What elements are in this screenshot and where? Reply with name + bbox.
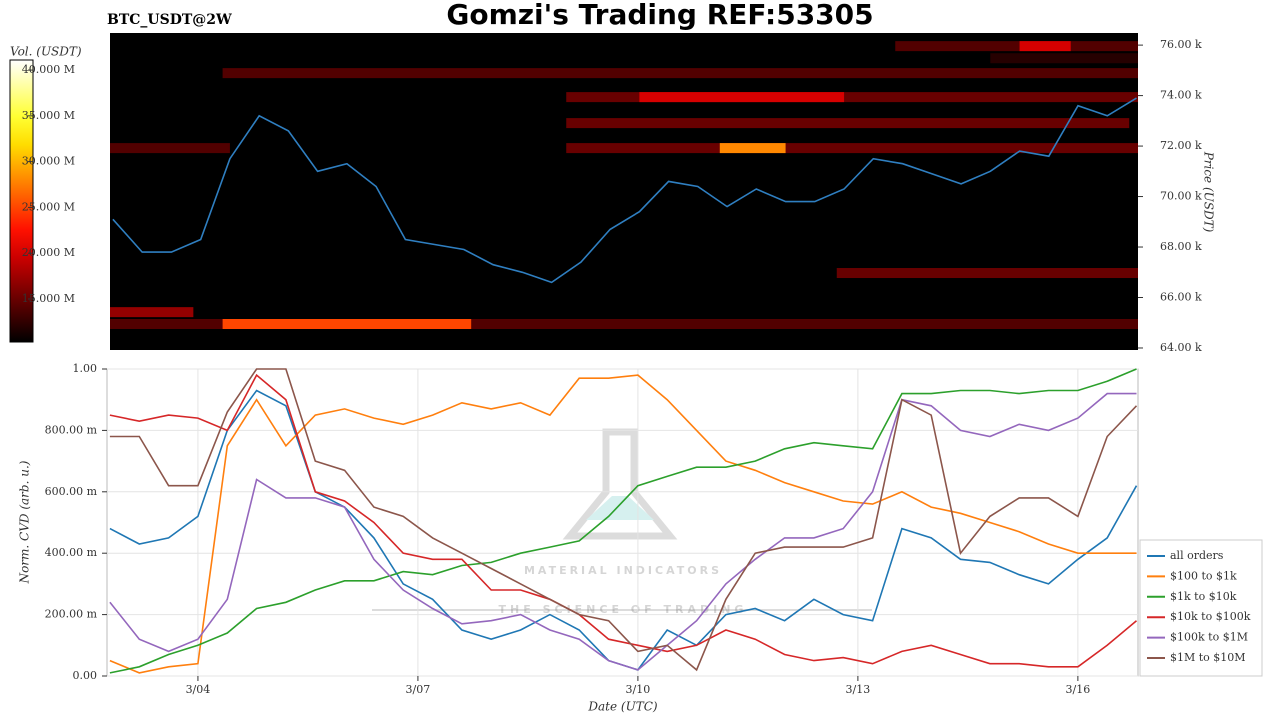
liquidity-band (222, 68, 1139, 79)
y-axis-label: Price (USDT) (1202, 151, 1216, 233)
liquidity-band (110, 143, 230, 154)
symbol-label: BTC_USDT@2W (107, 12, 232, 28)
colorbar (9, 59, 34, 343)
cvd-line (109, 374, 1137, 674)
y-tick-label: 1.00 (73, 362, 98, 375)
y-tick-label: 70.00 k (1160, 190, 1202, 203)
legend-box (1139, 539, 1263, 677)
y-tick-label: 74.00 k (1160, 89, 1202, 102)
x-axis-label: Date (UTC) (587, 700, 657, 714)
cvd-line (109, 373, 1138, 668)
liquidity-band (1019, 41, 1071, 52)
chart-title: Gomzi's Trading REF:53305 (446, 0, 873, 31)
y-tick-label: 72.00 k (1160, 139, 1202, 152)
liquidity-band (566, 92, 1138, 103)
y-tick-label: 600.00 m (45, 485, 98, 498)
colorbar-tick-label: 40.000 M (22, 63, 75, 76)
x-tick-label: 3/07 (406, 683, 431, 696)
y-tick-label: 800.00 m (45, 423, 98, 436)
legend-label: all orders (1170, 549, 1224, 562)
y-tick-label: 0.00 (73, 669, 98, 682)
x-tick-label: 3/10 (626, 683, 651, 696)
y-tick-label: 76.00 k (1160, 38, 1202, 51)
colorbar-label: Vol. (USDT) (10, 45, 82, 59)
y-tick-label: 66.00 k (1160, 291, 1202, 304)
y-axis-label: Norm. CVD (arb. u.) (18, 460, 32, 584)
watermark-subtitle: THE SCIENCE OF TRADING (499, 603, 748, 616)
cvd-plot-area (106, 368, 1139, 677)
colorbar-tick-label: 35.000 M (22, 109, 75, 122)
x-tick-label: 3/04 (186, 683, 211, 696)
y-tick-label: 200.00 m (45, 608, 98, 621)
cvd-line (109, 392, 1137, 671)
liquidity-band (895, 41, 1138, 52)
legend-label: $1k to $10k (1170, 590, 1237, 603)
y-tick-label: 64.00 k (1160, 341, 1202, 354)
colorbar-tick-label: 20.000 M (22, 246, 75, 259)
y-tick-label: 68.00 k (1160, 240, 1202, 253)
cvd-line (109, 368, 1137, 674)
heatmap-area (110, 33, 1138, 350)
colorbar-tick-label: 25.000 M (22, 200, 75, 213)
legend-label: $10k to $100k (1170, 610, 1251, 623)
liquidity-band (222, 319, 472, 330)
legend-label: $100 to $1k (1170, 569, 1237, 582)
cvd-line (109, 368, 1138, 672)
y-tick-label: 400.00 m (45, 546, 98, 559)
liquidity-band (639, 92, 845, 103)
liquidity-band (110, 307, 194, 318)
x-tick-label: 3/16 (1066, 683, 1091, 696)
legend-label: $100k to $1M (1170, 631, 1248, 644)
liquidity-band (836, 268, 1138, 279)
liquidity-band (719, 143, 786, 154)
colorbar-tick-label: 15.000 M (22, 292, 75, 305)
x-tick-label: 3/13 (846, 683, 871, 696)
liquidity-band (566, 118, 1130, 129)
legend-label: $1M to $10M (1170, 651, 1246, 664)
price-line (112, 97, 1137, 284)
liquidity-band (990, 53, 1138, 64)
watermark-title: MATERIAL INDICATORS (524, 564, 722, 577)
colorbar-tick-label: 30.000 M (22, 155, 75, 168)
liquidity-band (110, 319, 1138, 330)
liquidity-band (566, 143, 1138, 154)
